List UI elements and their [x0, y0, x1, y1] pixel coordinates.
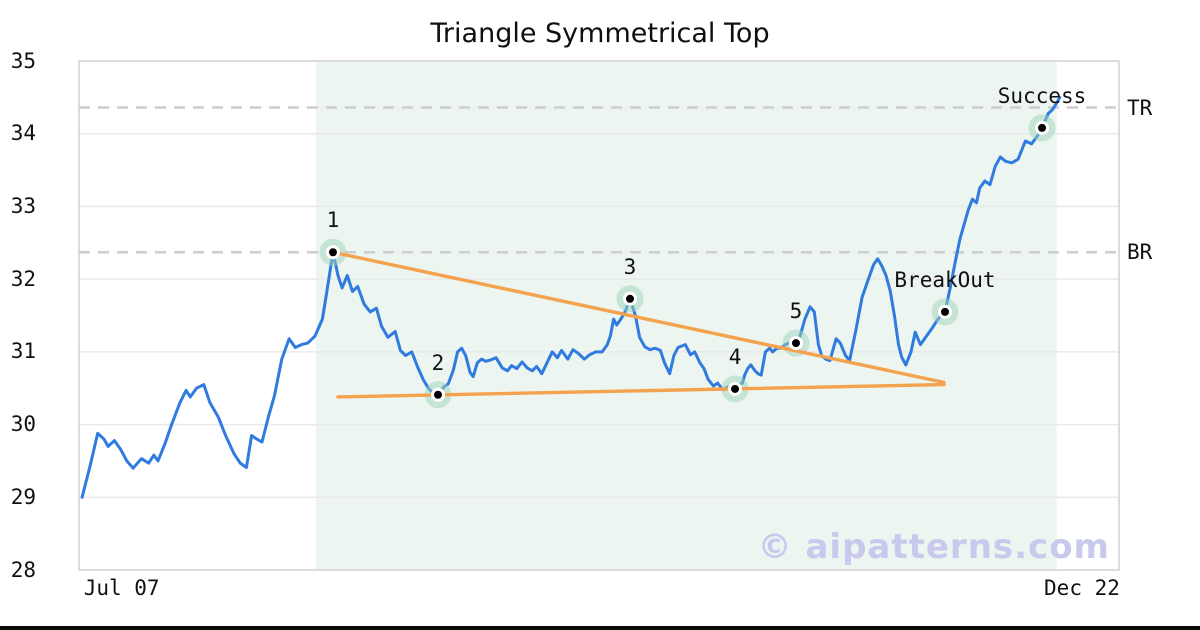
- point-label-5: 5: [789, 299, 803, 324]
- marker-dot-2: [434, 390, 443, 399]
- watermark: © aipatterns.com: [757, 527, 1110, 567]
- level-label-tr: TR: [1127, 95, 1153, 120]
- marker-dot-1: [328, 248, 337, 257]
- y-tick-29: 29: [10, 484, 36, 509]
- point-label-3: 3: [623, 254, 637, 279]
- point-label-2: 2: [431, 350, 445, 375]
- x-tick-dec-22: Dec 22: [1044, 576, 1120, 600]
- marker-dot-success: [1038, 123, 1047, 132]
- trendline-upper: [331, 250, 946, 385]
- level-label-br: BR: [1127, 240, 1153, 265]
- y-tick-30: 30: [10, 412, 36, 437]
- y-tick-33: 33: [10, 193, 36, 218]
- point-label-4: 4: [728, 344, 742, 369]
- y-tick-34: 34: [10, 121, 36, 146]
- marker-dot-breakout: [941, 307, 950, 316]
- bottom-accent-bar: [0, 626, 1200, 630]
- marker-dot-3: [625, 294, 634, 303]
- point-label-success: Success: [997, 83, 1087, 108]
- x-tick-jul-07: Jul 07: [83, 576, 160, 600]
- chart-title: Triangle Symmetrical Top: [430, 18, 770, 49]
- y-tick-28: 28: [10, 557, 36, 582]
- y-tick-31: 31: [10, 339, 36, 364]
- y-tick-32: 32: [10, 266, 36, 291]
- point-label-breakout: BreakOut: [894, 267, 996, 292]
- marker-dot-5: [791, 339, 800, 348]
- plot-frame: [78, 60, 1120, 571]
- point-label-1: 1: [326, 208, 340, 233]
- price-line: [80, 95, 1062, 499]
- marker-dot-4: [731, 384, 740, 393]
- y-tick-35: 35: [10, 48, 36, 73]
